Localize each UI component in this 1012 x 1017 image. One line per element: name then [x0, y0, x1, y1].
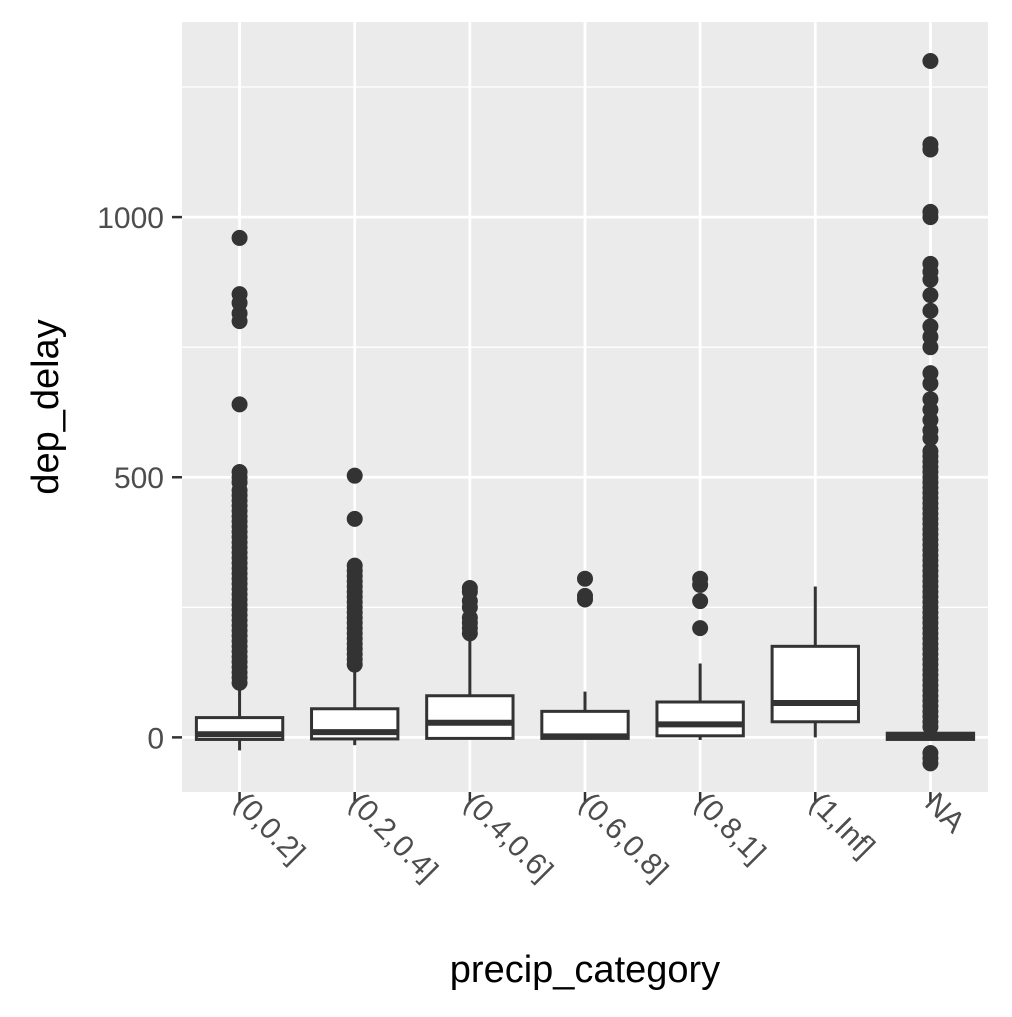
outlier-point	[922, 318, 939, 335]
outlier-point	[346, 467, 363, 484]
outlier-point	[231, 464, 248, 481]
x-tick-label: (0.6,0.8]	[573, 787, 674, 888]
x-tick-label: (1,Inf]	[803, 787, 881, 865]
outlier-point	[692, 593, 709, 610]
outlier-point	[922, 255, 939, 272]
outlier-point	[922, 443, 939, 460]
box-group	[885, 53, 976, 772]
x-tick-label: NA	[918, 787, 971, 840]
outlier-point	[577, 570, 593, 587]
outlier-point	[231, 229, 248, 246]
box-layer	[194, 53, 976, 772]
outlier-point	[922, 302, 939, 319]
box-group	[770, 586, 860, 738]
box-group	[655, 570, 745, 740]
box-body	[770, 644, 860, 724]
x-tick-label: (0.8,1]	[688, 787, 771, 870]
outlier-point	[692, 570, 709, 587]
outlier-point	[577, 587, 593, 604]
outlier-point	[922, 391, 939, 408]
outlier-point	[922, 53, 939, 70]
outlier-point	[922, 136, 939, 153]
outlier-point	[922, 744, 939, 761]
outlier-point	[231, 396, 248, 413]
outlier-point	[346, 557, 363, 574]
y-tick-label: 500	[114, 462, 164, 495]
box-group	[540, 570, 630, 740]
outlier-point	[922, 287, 939, 304]
outlier-point	[922, 203, 939, 220]
outlier-point	[231, 286, 248, 303]
x-tick-label: (0,0.2]	[228, 787, 311, 870]
box-body	[425, 694, 515, 740]
x-tick-label: (0.4,0.6]	[458, 787, 559, 888]
box-group	[425, 580, 515, 740]
outlier-point	[692, 620, 709, 637]
box-group	[310, 467, 400, 746]
outlier-point	[922, 365, 939, 382]
x-tick-label: (0.2,0.4]	[343, 787, 444, 888]
outlier-point	[346, 510, 363, 527]
y-tick-label: 1000	[97, 202, 164, 235]
y-tick-label: 0	[147, 722, 164, 755]
box-group	[194, 229, 285, 751]
y-axis-title: dep_delay	[25, 319, 67, 494]
x-axis-title: precip_category	[450, 949, 720, 991]
box-body	[655, 700, 745, 738]
outlier-point	[461, 580, 478, 597]
